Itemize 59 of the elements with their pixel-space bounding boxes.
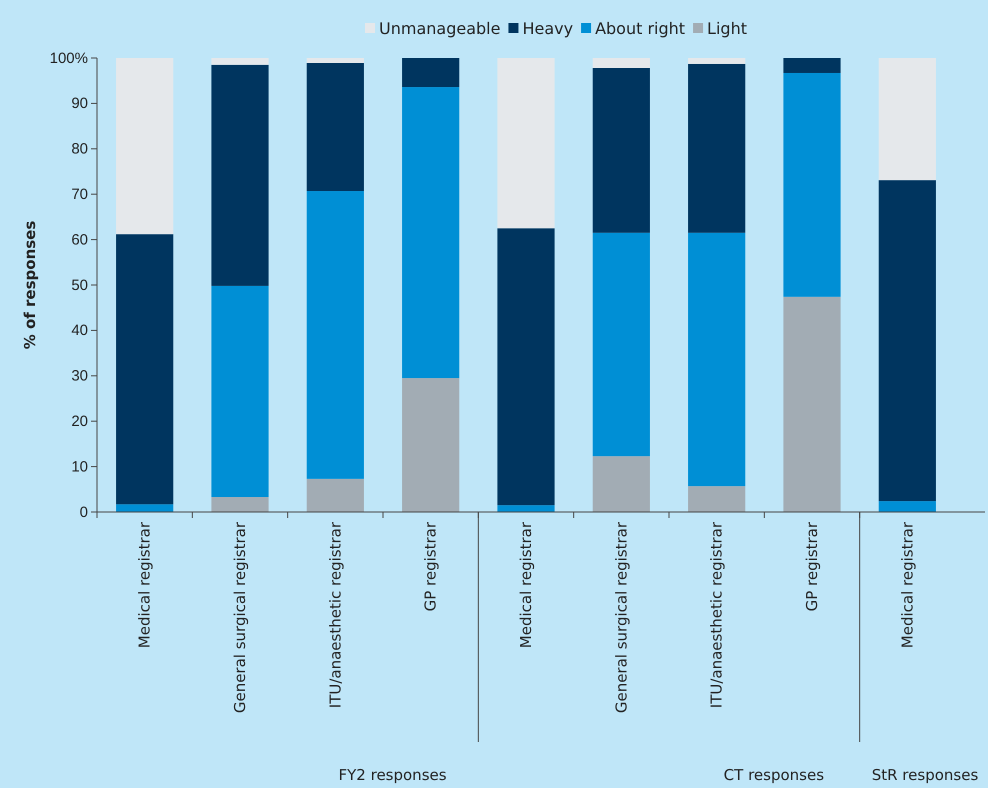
bar — [497, 228, 555, 506]
bar — [211, 286, 269, 498]
text: CT responses — [724, 766, 824, 784]
legend-label: Unmanageable — [379, 19, 500, 38]
y-tick-label: 40 — [71, 322, 88, 340]
x-tick-label: GP registrar — [422, 521, 440, 612]
bar — [497, 505, 555, 512]
bar — [402, 87, 460, 378]
bar — [116, 58, 174, 234]
x-tick-label: ITU/anaesthetic registrar — [708, 521, 726, 708]
x-tick-label: Medical registrar — [898, 521, 916, 648]
bar — [688, 58, 746, 64]
bar — [592, 68, 650, 233]
bar — [688, 486, 746, 512]
bar — [402, 58, 460, 88]
bar — [306, 58, 364, 63]
bar — [783, 296, 841, 512]
bar — [306, 478, 364, 512]
legend-label: Light — [707, 19, 747, 38]
y-tick-label: 50 — [71, 276, 88, 294]
bar — [592, 456, 650, 512]
legend-label: Heavy — [522, 19, 574, 38]
bar — [878, 501, 936, 512]
x-tick-label: General surgical registrar — [612, 521, 630, 714]
x-tick-label: GP registrar — [803, 521, 821, 612]
x-tick-label: ITU/anaesthetic registrar — [326, 521, 344, 708]
bar — [211, 497, 269, 512]
bar — [688, 232, 746, 486]
text: StR responses — [872, 766, 978, 784]
bar — [497, 58, 555, 228]
y-tick-label: 30 — [71, 368, 88, 385]
bar — [592, 58, 650, 68]
bar — [783, 72, 841, 297]
y-tick-label: 60 — [71, 231, 88, 248]
bar — [306, 62, 364, 192]
bar — [878, 180, 936, 502]
bar — [783, 58, 841, 73]
y-tick-label: 10 — [71, 458, 88, 476]
y-tick-label: 20 — [71, 413, 88, 430]
x-tick-label: General surgical registrar — [231, 521, 249, 714]
bar — [211, 58, 269, 65]
bar — [116, 504, 174, 512]
bar — [878, 58, 936, 180]
bar — [592, 232, 650, 456]
bar — [688, 64, 746, 233]
y-tick-label: 80 — [71, 140, 88, 158]
text: FY2 responses — [338, 766, 447, 784]
y-axis-title: % of responses — [21, 220, 39, 350]
x-tick-label: Medical registrar — [136, 521, 154, 648]
y-tick-label: 100% — [50, 50, 88, 67]
bar — [402, 378, 460, 512]
y-tick-label: 0 — [80, 504, 88, 521]
bar — [116, 234, 174, 504]
legend-label: About right — [595, 19, 686, 38]
x-tick-label: Medical registrar — [517, 521, 535, 648]
bar — [211, 64, 269, 286]
y-tick-label: 90 — [71, 95, 88, 112]
bar — [306, 191, 364, 479]
y-tick-label: 70 — [71, 186, 88, 203]
